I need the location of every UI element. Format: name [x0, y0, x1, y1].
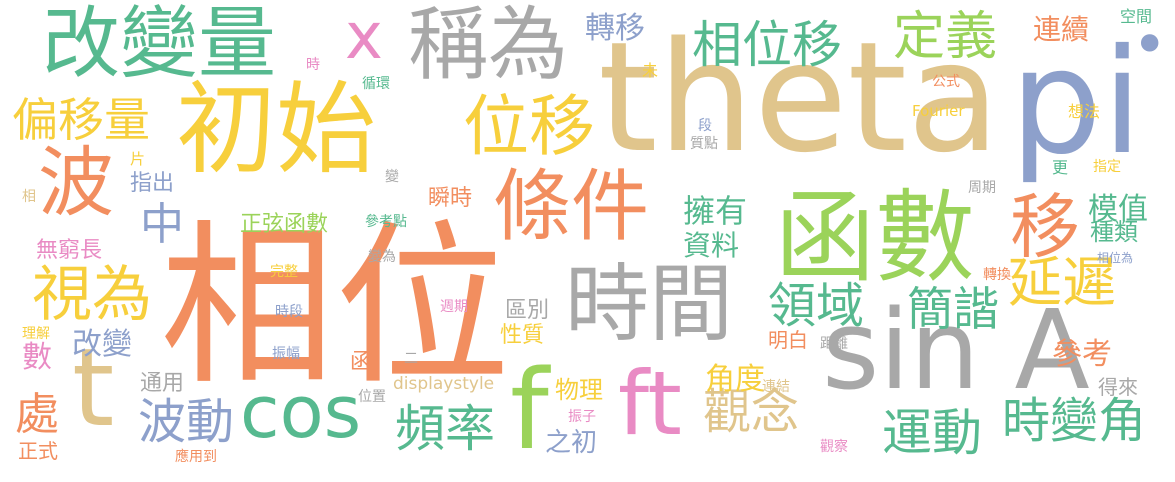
- word-bianwei: 變為: [368, 249, 396, 265]
- word-zhuanyi: 轉移: [585, 11, 645, 46]
- word-ziliao: 資料: [683, 229, 740, 262]
- word-xiangwei: 相位: [160, 206, 510, 409]
- word-mozhi: 模值: [1088, 192, 1148, 227]
- word-cos: cos: [240, 370, 362, 454]
- word-zhichu2: 之初: [545, 428, 598, 458]
- word-shijian: 時間: [565, 255, 734, 353]
- word-lianjie: 連結: [762, 379, 790, 395]
- word-yingyongdao: 應用到: [175, 449, 217, 465]
- word-chushi: 初始: [176, 71, 376, 188]
- word-guannian: 觀念: [703, 384, 800, 440]
- word-displaystyle: displaystyle: [393, 374, 495, 394]
- word-fourier: Fourier: [912, 102, 965, 120]
- word-f: f: [510, 346, 549, 474]
- word-zhouqi: 周期: [968, 180, 996, 196]
- word-juli: 距離: [820, 336, 848, 352]
- word-han: 函: [350, 350, 373, 375]
- word-jianxie: 簡諧: [907, 282, 999, 336]
- word-lingyu: 領域: [768, 278, 865, 334]
- word-geng: 更: [1052, 158, 1069, 177]
- word-zhengshi: 正式: [18, 439, 58, 463]
- word-cankao: 參考: [1052, 337, 1112, 372]
- word-sinA: sin A: [822, 286, 1090, 414]
- word-bian: 變: [385, 169, 399, 185]
- word-kongjian: 空間: [1120, 7, 1153, 26]
- word-dingyi: 定義: [893, 7, 998, 67]
- word-bodong: 波動: [138, 394, 235, 450]
- word-zhenzi: 振子: [568, 409, 596, 425]
- word-weiyi: 位移: [463, 88, 595, 165]
- word-guancha: 觀察: [820, 439, 848, 455]
- word-shiwei: 視為: [32, 260, 152, 330]
- word-pinlv: 頻率: [395, 400, 495, 458]
- word-cankaodian: 參考點: [365, 214, 407, 230]
- word-chengwei: 稱為: [408, 0, 568, 91]
- word-bo: 波: [38, 138, 114, 227]
- word-xunhuan: 循環: [362, 76, 390, 92]
- word-zhiding: 指定: [1093, 159, 1121, 175]
- word-jiaodu: 角度: [705, 362, 765, 397]
- word-qubie: 區別: [505, 298, 550, 323]
- word-pi: pi: [1010, 18, 1143, 187]
- word-tongyong: 通用: [140, 371, 185, 396]
- word-zhong: 中: [140, 199, 184, 250]
- word-t: t: [72, 326, 115, 451]
- word-xiangfa: 想法: [1068, 102, 1101, 121]
- word-theta: theta: [598, 9, 1001, 186]
- word-wanzheng: 完整: [270, 264, 298, 280]
- word-shu: 數: [22, 340, 52, 375]
- word-wuqiongchang: 無窮長: [36, 238, 103, 263]
- word-xiangweiyi: 相位移: [692, 16, 842, 74]
- word-zhenfu: 振幅: [272, 346, 300, 362]
- word-delai: 得來: [1098, 375, 1138, 399]
- word-er: 二: [404, 351, 418, 367]
- word-lijie: 理解: [22, 326, 50, 342]
- word-zhouqi2: 週期: [440, 299, 468, 315]
- word-weizhi: 位置: [358, 389, 386, 405]
- word-zhichu: 指出: [130, 171, 175, 196]
- word-xiang: 相: [22, 189, 36, 205]
- word-shiduan: 時段: [275, 304, 303, 320]
- word-zhidian: 質點: [690, 136, 718, 152]
- word-yi: 移: [1010, 186, 1080, 268]
- word-wuli: 物理: [555, 376, 603, 404]
- word-yongyou: 擁有: [683, 192, 748, 230]
- word-xiangweiwei: 相位為: [1097, 251, 1134, 265]
- word-x: x: [345, 0, 383, 74]
- word-gaibianliang: 改變量: [42, 0, 277, 89]
- word-duan: 段: [698, 118, 712, 134]
- word-zhuanhuan: 轉換: [983, 267, 1011, 283]
- word-chu: 處: [15, 389, 59, 440]
- word-xingzhi: 性質: [500, 323, 545, 348]
- word-gongshi: 公式: [932, 74, 960, 90]
- word-lianxu: 連續: [1033, 13, 1090, 46]
- word-yundong: 運動: [882, 404, 982, 462]
- word-mingbai: 明白: [768, 328, 808, 352]
- word-yanchi: 延遲: [1008, 251, 1116, 314]
- word-pianyiliang: 偏移量: [12, 93, 150, 147]
- word-wei: 未: [639, 62, 658, 78]
- word-tiaojian: 條件: [493, 162, 650, 252]
- word-shibianjiao: 時變角: [1002, 393, 1147, 449]
- word-shi: 時: [306, 57, 320, 73]
- word-ft: ft: [618, 352, 682, 455]
- word-shunshi: 瞬時: [428, 186, 473, 211]
- word-dot: •: [1132, 10, 1168, 80]
- word-zhonglei: 種類: [1090, 218, 1138, 246]
- word-gaibian: 改變: [72, 327, 132, 362]
- word-zhengxian: 正弦函數: [240, 212, 329, 237]
- word-hanshu: 函數: [775, 179, 975, 296]
- word-pian: 片: [130, 150, 146, 168]
